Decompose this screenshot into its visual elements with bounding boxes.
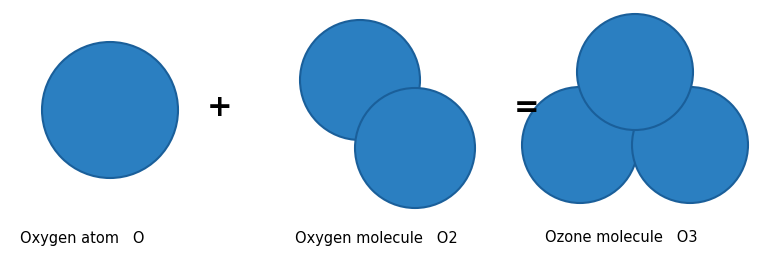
Circle shape [632, 87, 748, 203]
Text: Ozone molecule   O3: Ozone molecule O3 [545, 231, 697, 246]
Circle shape [522, 87, 638, 203]
Circle shape [42, 42, 178, 178]
Circle shape [577, 14, 693, 130]
Circle shape [355, 88, 475, 208]
Text: Oxygen atom   O: Oxygen atom O [20, 231, 144, 246]
Text: Oxygen molecule   O2: Oxygen molecule O2 [295, 231, 458, 246]
Text: +: + [207, 93, 233, 122]
Circle shape [300, 20, 420, 140]
Text: =: = [515, 93, 540, 122]
